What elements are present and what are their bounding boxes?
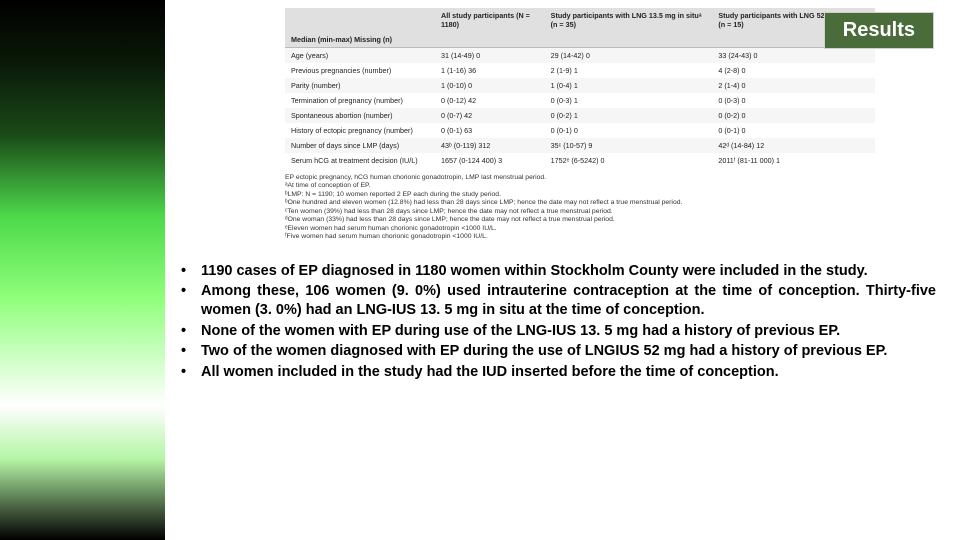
cell-lng52: 2011ᶠ (81-11 000) 1 [712,153,875,168]
decorative-sidebar-image [0,0,165,540]
bullet-item: •1190 cases of EP diagnosed in 1180 wome… [179,262,936,281]
cell-lng135: 2 (1-9) 1 [545,63,713,78]
footnote-line: ᵃAt time of conception of EP. [285,182,875,190]
table-row: History of ectopic pregnancy (number)0 (… [285,123,875,138]
cell-lng52: 0 (0-3) 0 [712,93,875,108]
cell-lng135: 29 (14-42) 0 [545,48,713,64]
table-row: Serum hCG at treatment decision (IU/L)16… [285,153,875,168]
bullet-marker: • [179,262,201,281]
cell-lng135: 1 (0-4) 1 [545,78,713,93]
table-subheader: Median (min-max) Missing (n) [285,32,875,48]
bullet-text: None of the women with EP during use of … [201,322,936,341]
footnote-line: ᵇLMP: N = 1190; 10 women reported 2 EP e… [285,191,875,199]
results-badge: Results [824,12,934,49]
row-label: Number of days since LMP (days) [285,138,435,153]
cell-lng52: 0 (0-2) 0 [712,108,875,123]
main-content: Results All study participants (N = 1180… [165,0,960,540]
footnote-line: ᶜTen women (39%) had less than 28 days s… [285,208,875,216]
cell-all: 0 (0-1) 63 [435,123,545,138]
footnote-line: ᵈOne woman (33%) had less than 28 days s… [285,216,875,224]
row-label: Previous pregnancies (number) [285,63,435,78]
key-findings: •1190 cases of EP diagnosed in 1180 wome… [175,262,946,381]
footnote-line: ᶠFive women had serum human chorionic go… [285,233,875,241]
row-label: History of ectopic pregnancy (number) [285,123,435,138]
table-body: Age (years)31 (14-49) 029 (14-42) 033 (2… [285,48,875,169]
cell-all: 0 (0-7) 42 [435,108,545,123]
bullet-list: •1190 cases of EP diagnosed in 1180 wome… [179,262,936,381]
cell-all: 0 (0-12) 42 [435,93,545,108]
cell-all: 43ᵇ (0-119) 312 [435,138,545,153]
table-header-row: All study participants (N = 1180) Study … [285,8,875,32]
bullet-item: •Two of the women diagnosed with EP duri… [179,342,936,361]
table-row: Parity (number)1 (0-10) 01 (0-4) 12 (1-4… [285,78,875,93]
cell-lng135: 0 (0-1) 0 [545,123,713,138]
cell-all: 1 (0-10) 0 [435,78,545,93]
footnote-line: ᵇOne hundred and eleven women (12.8%) ha… [285,199,875,207]
cell-lng135: 35ᶜ (10-57) 9 [545,138,713,153]
cell-lng52: 42ᵈ (14-84) 12 [712,138,875,153]
bullet-text: 1190 cases of EP diagnosed in 1180 women… [201,262,936,281]
row-label: Spontaneous abortion (number) [285,108,435,123]
cell-all: 31 (14-49) 0 [435,48,545,64]
row-label: Parity (number) [285,78,435,93]
table-row: Previous pregnancies (number)1 (1-16) 36… [285,63,875,78]
bullet-item: •Among these, 106 women (9. 0%) used int… [179,282,936,319]
cell-all: 1 (1-16) 36 [435,63,545,78]
bullet-item: •All women included in the study had the… [179,363,936,382]
footnote-line: ᵉEleven women had serum human chorionic … [285,225,875,233]
bullet-text: Among these, 106 women (9. 0%) used intr… [201,282,936,319]
table-row: Age (years)31 (14-49) 029 (14-42) 033 (2… [285,48,875,64]
bullet-text: Two of the women diagnosed with EP durin… [201,342,936,361]
col-header-blank [285,8,435,32]
col-header-all: All study participants (N = 1180) [435,8,545,32]
cell-lng52: 2 (1-4) 0 [712,78,875,93]
col-header-lng135: Study participants with LNG 13.5 mg in s… [545,8,713,32]
row-label: Serum hCG at treatment decision (IU/L) [285,153,435,168]
bullet-marker: • [179,363,201,382]
cell-lng52: 33 (24-43) 0 [712,48,875,64]
bullet-marker: • [179,342,201,361]
cell-lng135: 0 (0-2) 1 [545,108,713,123]
results-table-wrap: All study participants (N = 1180) Study … [285,8,875,168]
cell-lng52: 0 (0-1) 0 [712,123,875,138]
bullet-marker: • [179,322,201,341]
bullet-marker: • [179,282,201,319]
table-row: Termination of pregnancy (number)0 (0-12… [285,93,875,108]
cell-lng135: 1752ᵉ (6-5242) 0 [545,153,713,168]
table-footnotes: EP ectopic pregnancy, hCG human chorioni… [285,174,875,242]
table-subheader-row: Median (min-max) Missing (n) [285,32,875,48]
footnote-line: EP ectopic pregnancy, hCG human chorioni… [285,174,875,182]
cell-all: 1657 (0-124 400) 3 [435,153,545,168]
table-row: Spontaneous abortion (number)0 (0-7) 420… [285,108,875,123]
row-label: Age (years) [285,48,435,64]
cell-lng52: 4 (2-8) 0 [712,63,875,78]
row-label: Termination of pregnancy (number) [285,93,435,108]
cell-lng135: 0 (0-3) 1 [545,93,713,108]
bullet-item: •None of the women with EP during use of… [179,322,936,341]
results-table: All study participants (N = 1180) Study … [285,8,875,168]
table-row: Number of days since LMP (days)43ᵇ (0-11… [285,138,875,153]
bullet-text: All women included in the study had the … [201,363,936,382]
